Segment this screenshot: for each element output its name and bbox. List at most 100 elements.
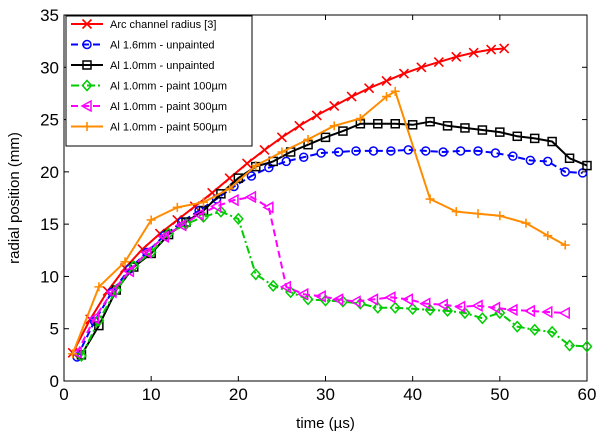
data-point xyxy=(355,114,365,124)
legend-marker xyxy=(80,99,92,113)
data-point xyxy=(94,282,104,292)
data-point xyxy=(506,303,518,317)
data-point xyxy=(582,160,592,171)
data-point xyxy=(499,43,510,54)
data-point xyxy=(455,146,466,156)
legend-item-4: Al 1.0mm - paint 100µm xyxy=(71,79,227,93)
data-point xyxy=(560,240,570,250)
data-point xyxy=(298,152,309,162)
data-point xyxy=(564,339,576,352)
data-point xyxy=(224,173,235,184)
data-point xyxy=(276,132,287,143)
data-point xyxy=(560,167,570,177)
data-point xyxy=(346,91,357,102)
data-point xyxy=(471,299,483,312)
data-point xyxy=(105,285,117,299)
legend: Arc channel radius [3] Al 1.6mm - unpaint… xyxy=(65,15,253,147)
data-point xyxy=(529,323,541,336)
y-tick-label: 5 xyxy=(50,320,59,339)
data-point xyxy=(250,268,262,281)
data-point xyxy=(259,144,270,155)
data-point xyxy=(87,311,100,325)
data-point xyxy=(197,210,209,223)
data-point xyxy=(425,194,435,204)
legend-item-3: Al 1.0mm - unpainted xyxy=(71,60,215,72)
data-point xyxy=(281,156,292,167)
data-point xyxy=(541,305,553,319)
data-point xyxy=(442,304,454,318)
data-point xyxy=(416,62,427,73)
x-tick-labels: 0 10 20 30 40 50 60 xyxy=(59,385,596,404)
data-point xyxy=(424,303,436,317)
legend-marker xyxy=(82,60,92,70)
data-point xyxy=(227,193,239,207)
data-point xyxy=(175,218,187,232)
data-point xyxy=(473,146,483,156)
data-point xyxy=(438,147,448,157)
data-point xyxy=(525,155,536,166)
legend-marker xyxy=(82,122,92,131)
data-point xyxy=(460,123,470,133)
data-point xyxy=(581,340,593,353)
data-point xyxy=(368,146,379,156)
data-point xyxy=(451,51,462,62)
data-point xyxy=(508,151,518,161)
data-point xyxy=(543,156,553,167)
data-point xyxy=(120,257,130,267)
data-point xyxy=(546,325,558,338)
legend-marker xyxy=(81,79,93,92)
y-tick-label: 10 xyxy=(40,267,59,286)
data-point xyxy=(495,127,505,137)
data-point xyxy=(451,207,461,217)
legend-box xyxy=(65,15,253,147)
legend-item-1: Arc channel radius [3] xyxy=(71,18,216,31)
data-point xyxy=(267,279,279,292)
x-tick-label: 30 xyxy=(316,385,335,404)
data-point xyxy=(251,161,261,171)
data-point xyxy=(262,201,274,214)
y-tick-label: 0 xyxy=(50,372,59,391)
legend-items: Arc channel radius [3] Al 1.6mm - unpaint… xyxy=(71,18,227,134)
legend-label: Al 1.0mm - paint 100µm xyxy=(110,81,227,93)
legend-label: Arc channel radius [3] xyxy=(110,19,216,31)
data-point xyxy=(244,190,257,204)
data-point xyxy=(442,121,453,131)
data-point xyxy=(454,300,466,314)
data-point xyxy=(314,290,326,303)
data-point xyxy=(390,86,400,96)
y-tick-label: 20 xyxy=(40,163,59,182)
x-tick-label: 40 xyxy=(403,385,422,404)
data-point xyxy=(521,218,531,228)
y-tick-label: 30 xyxy=(40,58,59,77)
data-point xyxy=(157,230,169,243)
data-point xyxy=(140,246,152,259)
data-point xyxy=(459,306,471,320)
x-tick-label: 60 xyxy=(578,385,597,404)
data-point xyxy=(209,200,222,213)
y-tick-label: 35 xyxy=(40,6,59,25)
data-point xyxy=(333,147,344,157)
data-point xyxy=(319,294,332,307)
legend-marker xyxy=(82,39,92,50)
data-point xyxy=(294,120,305,131)
data-point xyxy=(311,110,322,121)
data-point xyxy=(382,92,392,102)
series-layer xyxy=(67,43,593,363)
y-tick-label: 15 xyxy=(40,215,59,234)
data-point xyxy=(303,134,313,144)
data-point xyxy=(398,68,410,79)
data-point xyxy=(172,202,182,212)
series-line xyxy=(76,196,566,354)
data-point xyxy=(373,119,383,129)
data-point xyxy=(279,280,292,294)
legend-item-6: Al 1.0mm - paint 500µm xyxy=(71,122,227,134)
data-point xyxy=(70,346,82,360)
data-point xyxy=(246,171,257,181)
x-tick-label: 20 xyxy=(229,385,248,404)
data-point xyxy=(486,44,497,55)
data-point xyxy=(512,131,523,142)
data-point xyxy=(366,293,379,306)
data-point xyxy=(389,301,401,314)
data-point xyxy=(390,119,400,129)
x-tick-label: 50 xyxy=(490,385,509,404)
